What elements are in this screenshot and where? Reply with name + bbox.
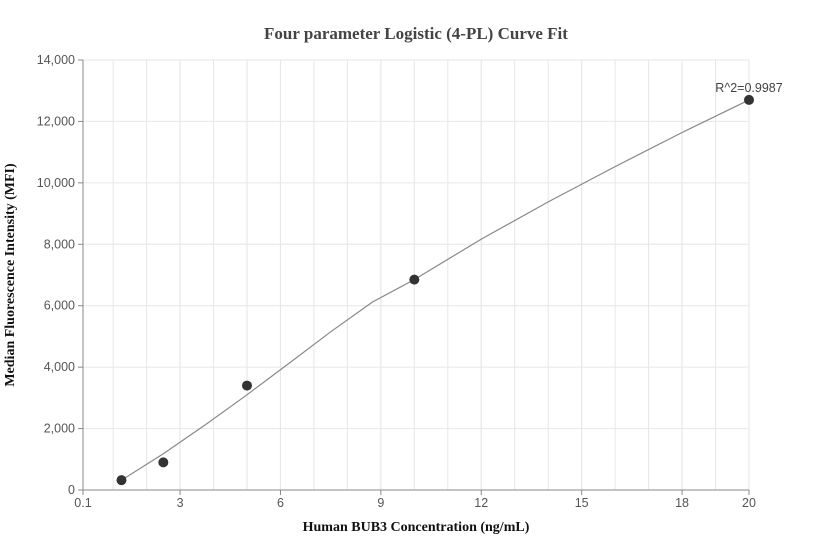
data-points xyxy=(116,94,754,486)
x-tick-label: 18 xyxy=(675,496,689,510)
y-axis-title: Median Fluorescence Intensity (MFI) xyxy=(3,163,18,387)
x-tick-label: 15 xyxy=(575,496,589,510)
data-point xyxy=(158,457,169,468)
x-axis-title: Human BUB3 Concentration (ng/mL) xyxy=(303,520,530,535)
grid xyxy=(82,59,750,491)
axes xyxy=(82,60,749,491)
x-tick-label: 3 xyxy=(177,496,184,510)
data-point xyxy=(116,475,127,486)
y-axis-ticks: 0 2,000 4,000 6,000 8,000 10,000 12,000 14,000 xyxy=(37,53,83,497)
data-point xyxy=(409,274,420,285)
y-tick-label: 12,000 xyxy=(37,114,75,128)
data-point xyxy=(744,94,754,105)
x-axis-ticks: 0.1 3 6 9 12 15 18 20 xyxy=(74,490,756,510)
y-tick-label: 0 xyxy=(68,483,75,497)
y-tick-label: 8,000 xyxy=(44,237,75,251)
fit-curve xyxy=(121,99,750,481)
fit-curve-layer xyxy=(121,99,750,481)
chart-title: Four parameter Logistic (4-PL) Curve Fit xyxy=(264,24,568,43)
y-tick-label: 6,000 xyxy=(44,299,75,313)
x-tick-label: 12 xyxy=(474,496,488,510)
y-tick-label: 14,000 xyxy=(37,53,75,67)
y-tick-label: 4,000 xyxy=(44,360,75,374)
x-tick-label: 9 xyxy=(377,496,384,510)
x-tick-label: 20 xyxy=(742,496,756,510)
r-squared-annotation: R^2=0.9987 xyxy=(715,81,782,95)
x-tick-label: 0.1 xyxy=(74,496,91,510)
x-tick-label: 6 xyxy=(277,496,284,510)
data-point xyxy=(241,380,252,391)
y-tick-label: 10,000 xyxy=(37,176,75,190)
y-tick-label: 2,000 xyxy=(44,422,75,436)
